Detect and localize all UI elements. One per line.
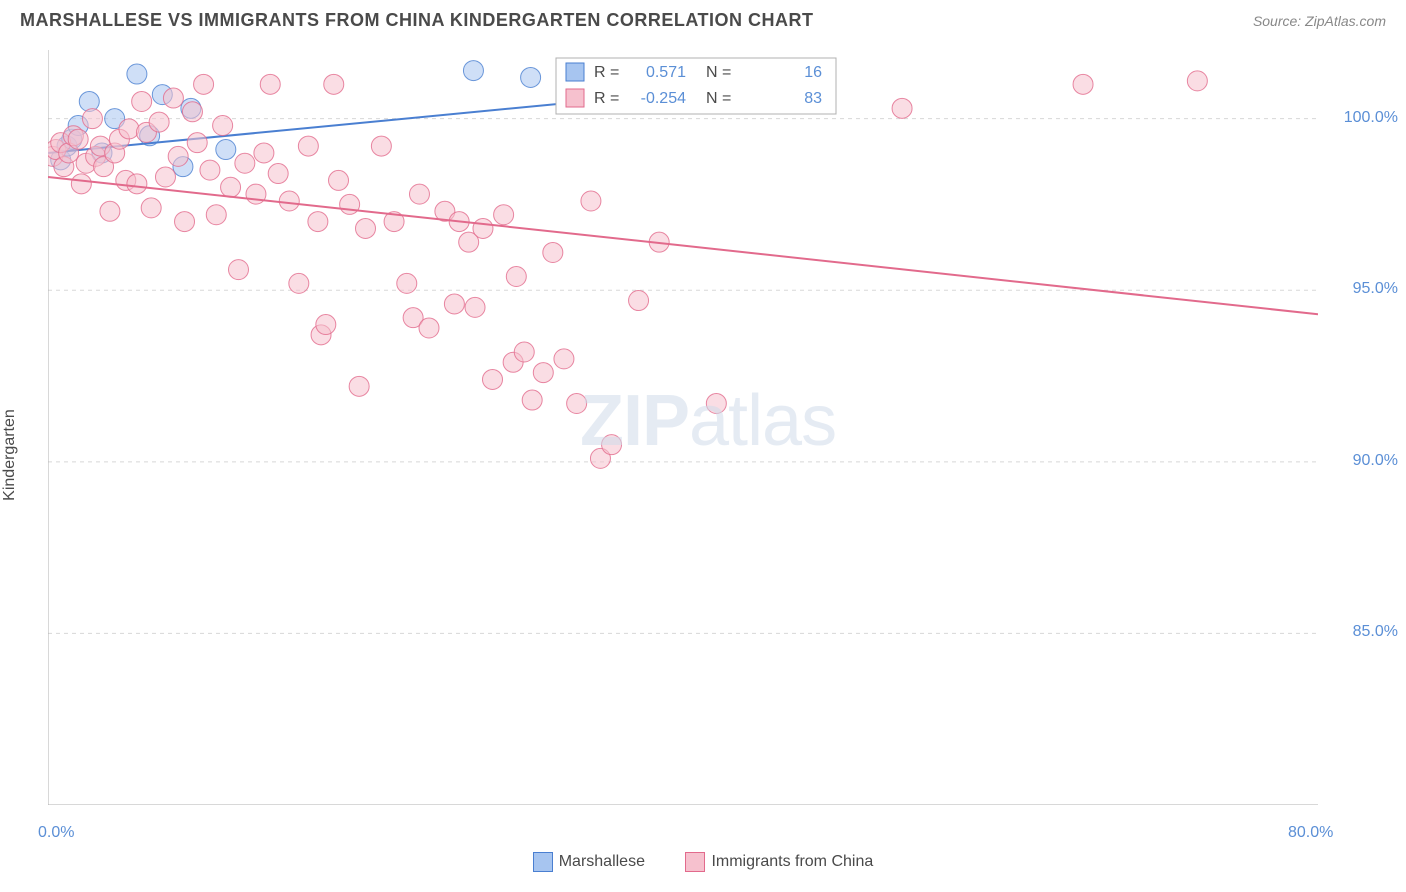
svg-text:R =: R = [594,64,619,81]
legend-item-marshallese: Marshallese [533,852,645,872]
legend-item-immigrants-china: Immigrants from China [685,852,873,872]
source-label: Source: ZipAtlas.com [1253,13,1386,29]
legend-bottom: Marshallese Immigrants from China [0,852,1406,872]
svg-text:N =: N = [706,90,731,107]
chart-title: MARSHALLESE VS IMMIGRANTS FROM CHINA KIN… [20,10,813,31]
y-tick-label: 95.0% [1353,280,1398,298]
y-tick-label: 100.0% [1344,109,1398,127]
x-tick-label: 0.0% [38,824,74,842]
svg-text:0.571: 0.571 [646,64,686,81]
y-tick-label: 90.0% [1353,452,1398,470]
y-axis-label: Kindergarten [1,409,19,501]
svg-text:N =: N = [706,64,731,81]
legend-swatch [533,852,553,872]
correlation-chart: R = 0.571 N = 16 R = -0.254 N = 83 [48,50,1318,805]
svg-text:-0.254: -0.254 [641,90,686,107]
legend-label: Marshallese [559,853,645,870]
y-tick-label: 85.0% [1353,623,1398,641]
legend-label: Immigrants from China [711,853,873,870]
legend-swatch [685,852,705,872]
header: MARSHALLESE VS IMMIGRANTS FROM CHINA KIN… [0,0,1406,31]
svg-text:16: 16 [804,64,822,81]
x-tick-label: 80.0% [1288,824,1333,842]
svg-text:R =: R = [594,90,619,107]
svg-text:83: 83 [804,90,822,107]
